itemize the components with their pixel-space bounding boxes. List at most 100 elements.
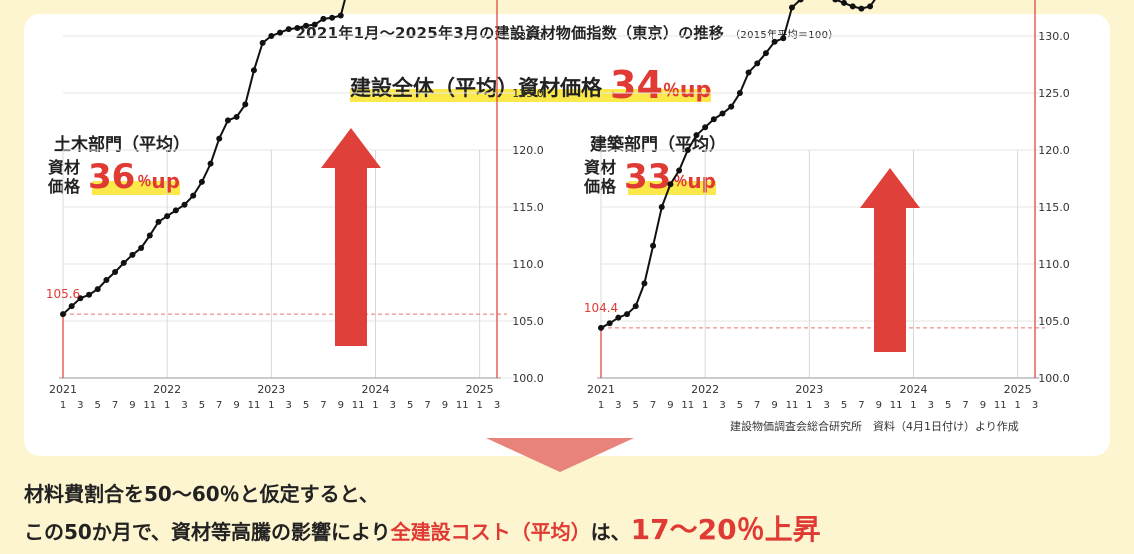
civil-data-point — [311, 21, 318, 28]
headline-percent: 34 — [610, 63, 663, 107]
building-data-point — [728, 103, 735, 110]
chart-card — [24, 14, 1110, 456]
civil-start-value-label: 105.6 — [46, 287, 80, 301]
civil-ytick-label: 115.0 — [512, 201, 544, 214]
building-data-point — [780, 35, 787, 42]
bottom-line-1: 材料費割合を50～60％と仮定すると、 — [24, 482, 379, 506]
civil-month-label: 5 — [199, 400, 205, 411]
building-badge: 資材 価格 33 ％ up — [584, 158, 716, 196]
building-year-label: 2024 — [899, 383, 927, 396]
civil-data-point — [60, 311, 66, 318]
civil-month-label: 3 — [285, 400, 291, 411]
civil-year-label: 2025 — [466, 383, 494, 396]
building-chart: 100.0105.0110.0115.0120.0125.0130.0135.0… — [584, 0, 1070, 411]
building-month-label: 9 — [667, 400, 673, 411]
building-month-label: 5 — [841, 400, 847, 411]
building-month-label: 9 — [771, 400, 777, 411]
building-data-point — [797, 0, 804, 3]
headline-highlight — [350, 89, 712, 102]
civil-month-label: 11 — [352, 400, 365, 411]
civil-month-label: 1 — [60, 400, 66, 411]
building-month-label: 5 — [945, 400, 951, 411]
civil-month-label: 7 — [112, 400, 118, 411]
civil-year-label: 2022 — [153, 383, 181, 396]
building-month-label: 7 — [754, 400, 760, 411]
civil-data-point — [259, 39, 266, 46]
civil-month-label: 5 — [95, 400, 101, 411]
civil-percent: 36 — [88, 157, 136, 197]
civil-ytick-label: 100.0 — [512, 372, 544, 385]
civil-month-label: 1 — [164, 400, 170, 411]
civil-badge-label: 資材 価格 — [48, 158, 81, 196]
building-data-point — [736, 90, 743, 96]
civil-month-label: 9 — [338, 400, 344, 411]
building-month-label: 11 — [890, 400, 903, 411]
building-up-arrow-icon — [860, 168, 920, 352]
civil-data-point — [337, 12, 344, 19]
building-month-label: 7 — [650, 400, 656, 411]
civil-data-point — [294, 25, 301, 32]
civil-month-label: 7 — [320, 400, 326, 411]
building-month-label: 5 — [633, 400, 639, 411]
building-data-point — [849, 3, 856, 10]
building-data-point — [754, 60, 761, 67]
civil-month-label: 7 — [216, 400, 222, 411]
civil-month-label: 9 — [129, 400, 135, 411]
bottom-highlight-rise: 17～20％上昇 — [630, 513, 821, 546]
civil-month-label: 3 — [181, 400, 187, 411]
building-ytick-label: 130.0 — [1038, 30, 1070, 43]
building-badge-label: 資材 価格 — [584, 158, 617, 196]
building-month-label: 11 — [786, 400, 799, 411]
civil-month-label: 11 — [248, 400, 261, 411]
civil-data-point — [268, 33, 275, 39]
civil-data-point — [190, 192, 197, 199]
civil-data-point — [303, 22, 310, 29]
building-data-point — [710, 116, 717, 123]
civil-data-point — [320, 15, 327, 22]
building-data-point — [658, 204, 665, 210]
building-month-label: 5 — [737, 400, 743, 411]
building-month-label: 3 — [928, 400, 934, 411]
civil-month-label: 1 — [268, 400, 274, 411]
building-up: up — [687, 169, 716, 193]
civil-data-point — [94, 286, 101, 293]
civil-ytick-label: 125.0 — [512, 87, 544, 100]
civil-data-point — [250, 67, 257, 74]
building-month-label: 1 — [910, 400, 916, 411]
civil-ytick-label: 110.0 — [512, 258, 544, 271]
civil-year-label: 2024 — [361, 383, 389, 396]
civil-badge-highlight — [92, 181, 180, 195]
building-ytick-label: 110.0 — [1038, 258, 1070, 271]
civil-data-point — [103, 276, 110, 283]
civil-ytick-label: 105.0 — [512, 315, 544, 328]
civil-data-point — [181, 201, 188, 208]
civil-data-point — [112, 268, 119, 275]
civil-month-label: 11 — [143, 400, 156, 411]
building-data-point — [841, 0, 848, 6]
building-month-label: 11 — [994, 400, 1007, 411]
down-arrow-icon — [486, 438, 634, 472]
civil-month-label: 3 — [494, 400, 500, 411]
headline-text: 建設全体（平均）資材価格 — [350, 76, 602, 100]
civil-ytick-label: 130.0 — [512, 30, 544, 43]
building-data-point — [624, 311, 631, 318]
civil-month-label: 9 — [442, 400, 448, 411]
civil-percent-sign: ％ — [137, 174, 152, 190]
civil-year-label: 2023 — [257, 383, 285, 396]
building-data-point — [867, 3, 874, 10]
civil-data-point — [277, 29, 283, 36]
building-data-point — [832, 0, 839, 3]
building-month-label: 1 — [806, 400, 812, 411]
building-start-value-label: 104.4 — [584, 301, 618, 315]
civil-data-point — [129, 251, 136, 258]
civil-ytick-label: 120.0 — [512, 144, 544, 157]
building-data-point — [615, 314, 622, 321]
civil-data-point — [68, 303, 75, 310]
civil-month-label: 3 — [390, 400, 396, 411]
civil-chart: 100.0105.0110.0115.0120.0125.0130.0135.0… — [46, 0, 544, 411]
civil-data-point — [146, 232, 153, 239]
building-month-label: 9 — [980, 400, 986, 411]
building-data-point — [632, 303, 639, 310]
building-month-label: 1 — [702, 400, 708, 411]
building-percent: 33 — [624, 157, 672, 197]
